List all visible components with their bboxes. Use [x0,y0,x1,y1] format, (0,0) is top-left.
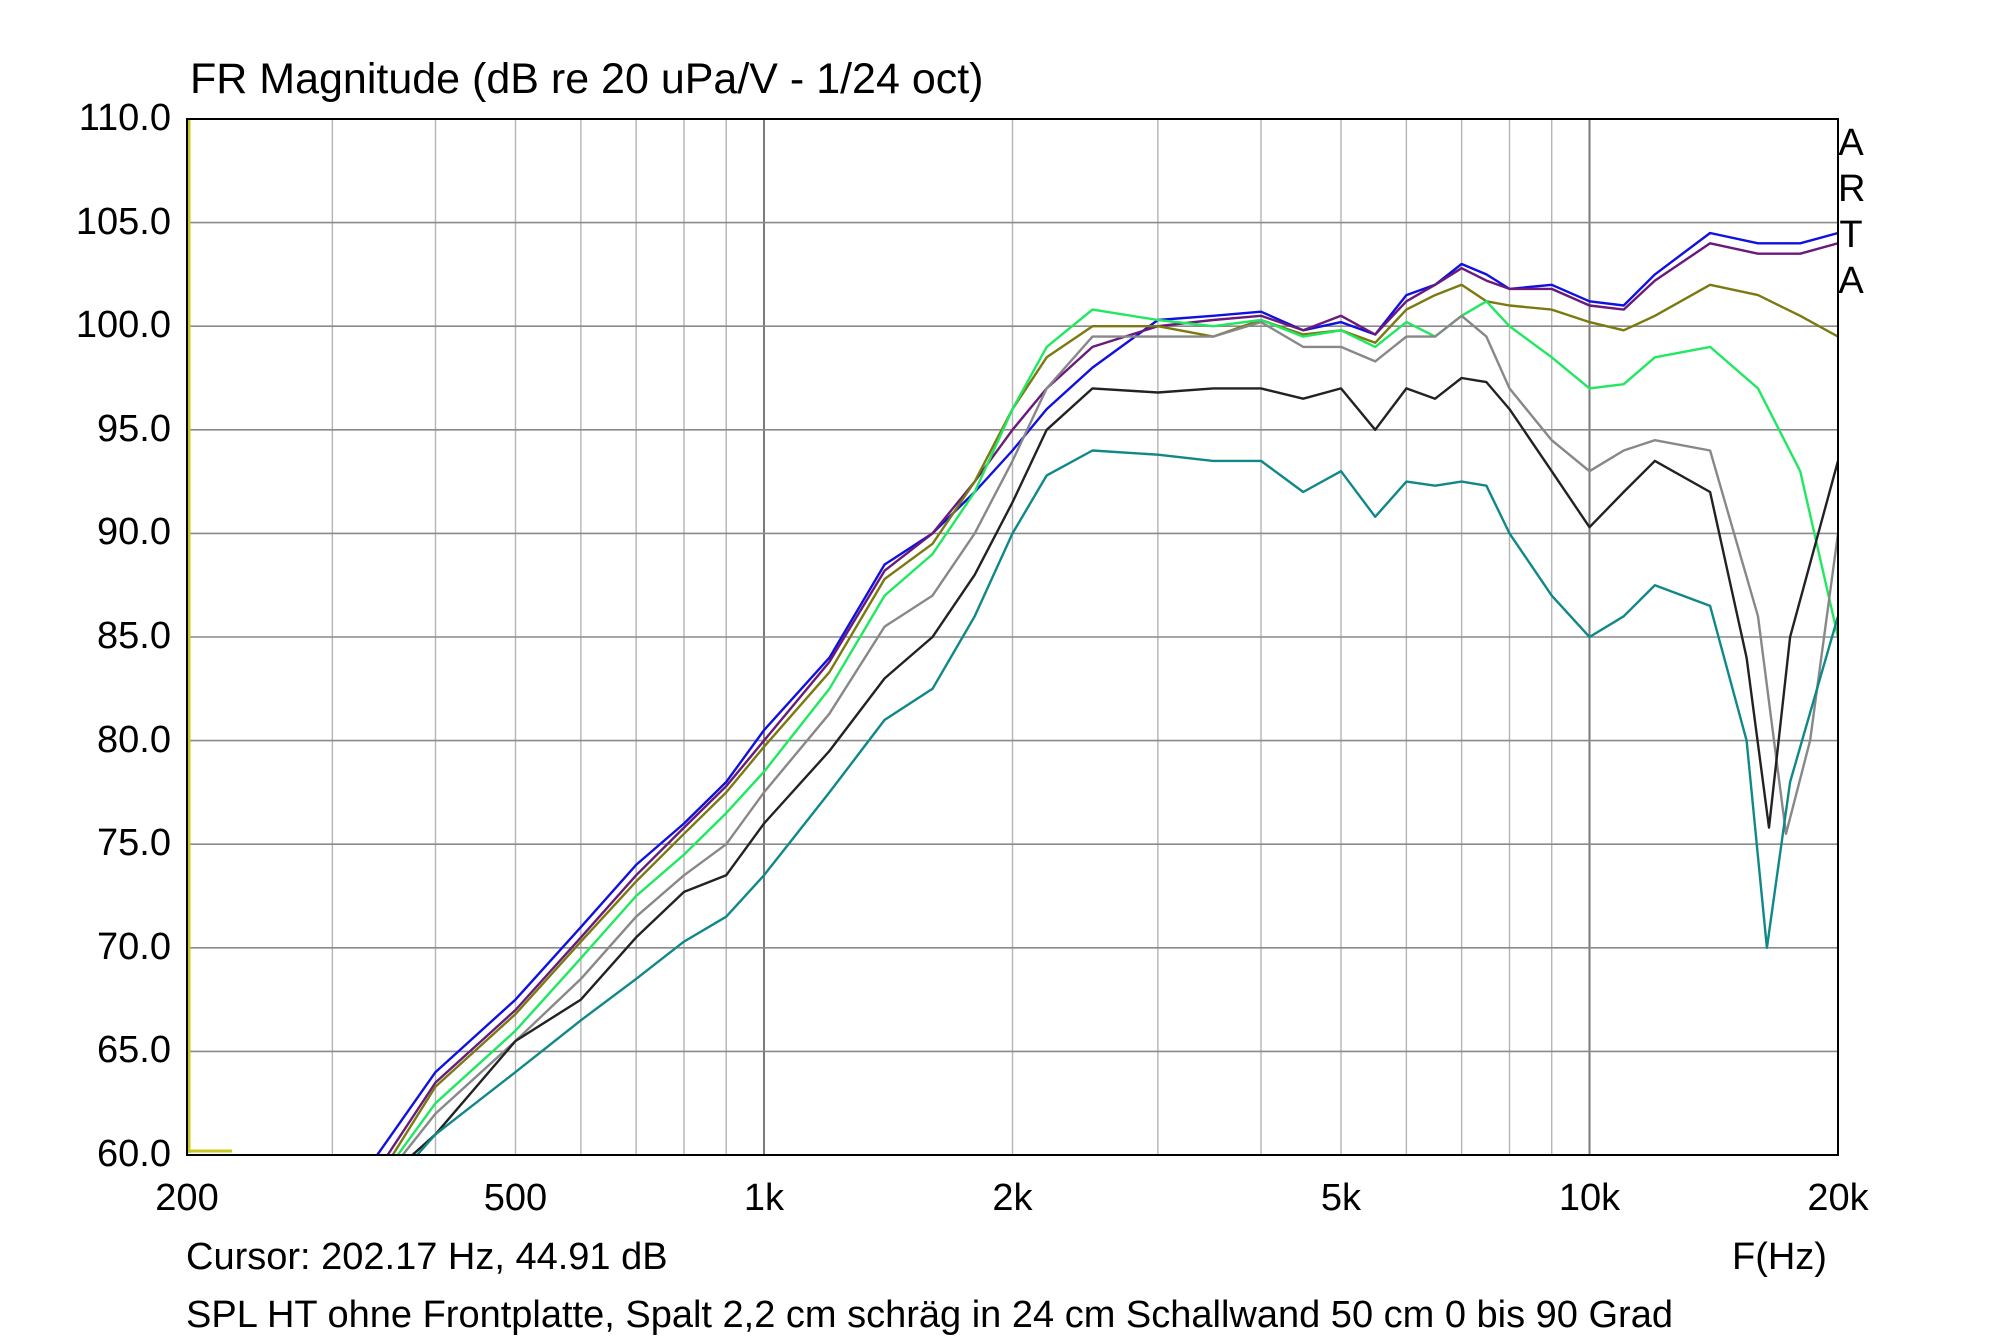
y-tick-label: 90.0 [97,511,171,554]
x-tick-label: 2k [992,1177,1033,1219]
x-axis-label: F(Hz) [1732,1236,1827,1278]
x-tick-label: 500 [483,1177,548,1219]
watermark-letter: T [1839,214,1863,256]
x-tick-label: 10k [1558,1177,1621,1219]
series-group [376,231,1838,1155]
series-line-5 [401,314,1838,1155]
plot-frame [186,118,1839,1156]
series-line-2 [386,242,1838,1155]
y-tick-label: 65.0 [97,1029,171,1072]
y-tick-label: 75.0 [97,822,171,865]
y-tick-label: 110.0 [78,97,171,139]
y-tick-label: 85.0 [97,615,171,657]
series-line-6 [411,376,1838,1155]
y-tick-label: 60.0 [97,1133,171,1175]
x-tick-label: 5k [1320,1177,1362,1219]
y-tick-label: 95.0 [97,407,171,450]
cursor-readout: Cursor: 202.17 Hz, 44.91 dB [186,1236,668,1278]
measurement-description: SPL HT ohne Frontplatte, Spalt 2,2 cm sc… [186,1294,1673,1336]
series-line-1 [376,231,1838,1155]
watermark-letter: A [1838,122,1864,164]
x-tick-label: 200 [155,1177,219,1219]
chart-title: FR Magnitude (dB re 20 uPa/V - 1/24 oct) [190,55,984,103]
x-tick-label: 1k [743,1177,785,1219]
watermark-letter: R [1838,168,1866,210]
series-line-7 [416,449,1838,1155]
y-tick-label: 100.0 [75,304,171,347]
y-tick-label: 70.0 [97,925,171,968]
series-line-4 [396,300,1838,1155]
y-tick-label: 105.0 [75,200,171,243]
grid [187,119,1838,1155]
watermark-letter: A [1838,260,1864,302]
y-tick-label: 80.0 [97,718,171,761]
x-tick-label: 20k [1807,1177,1869,1219]
